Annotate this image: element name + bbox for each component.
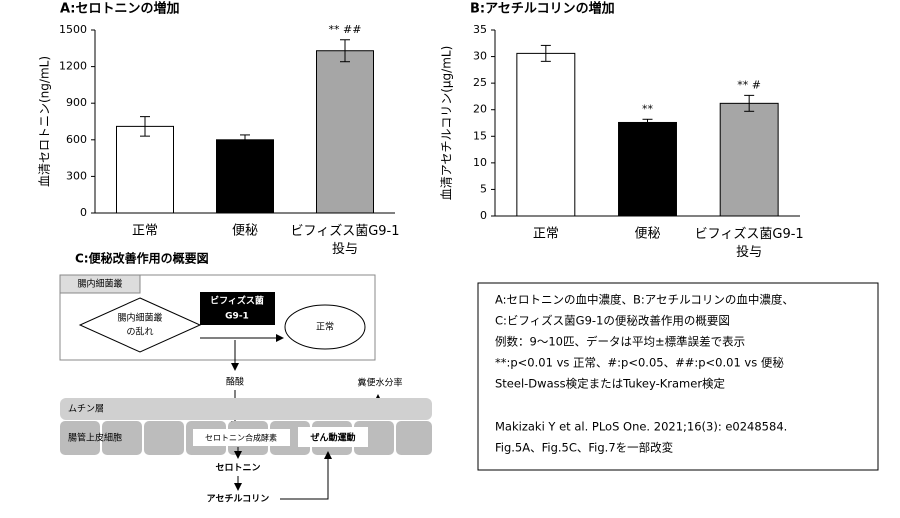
y-tick-label: 0	[480, 209, 487, 222]
caption-box	[477, 282, 879, 471]
disorder-label: 腸内細菌叢	[117, 312, 162, 324]
probiotic-label: G9-1	[225, 312, 249, 322]
chart-title: A:セロトニンの増加	[60, 1, 180, 17]
x-tick-label: ビフィズス菌G9-1 投与	[290, 223, 399, 257]
bar	[116, 125, 174, 214]
probiotic-box	[200, 292, 275, 325]
enzyme-box	[193, 429, 290, 446]
y-tick-label: 600	[66, 133, 87, 146]
normal-label: 正常	[316, 321, 334, 333]
y-tick-label: 0	[80, 206, 87, 219]
y-tick-label: 300	[66, 169, 87, 182]
x-tick-label: 便秘	[634, 227, 660, 242]
flora-tab	[59, 274, 141, 294]
caption-line: C:ビフィズス菌G9-1の便秘改善作用の概要図	[495, 314, 730, 328]
y-tick-label: 10	[473, 156, 487, 169]
y-tick-label: 20	[473, 103, 487, 116]
mucin-label: ムチン層	[68, 404, 104, 415]
peristalsis-box	[298, 427, 368, 447]
fecal-water-label: 糞便水分率	[357, 377, 402, 389]
y-tick-label: 900	[66, 96, 87, 109]
caption-line: 例数：9～10匹、データは平均±標準誤差で表示	[495, 335, 745, 349]
x-tick-label: ビフィズス菌G9-1 投与	[695, 226, 804, 260]
bar	[719, 102, 779, 217]
bar	[618, 121, 677, 217]
y-tick-label: 30	[473, 50, 487, 63]
caption: A:セロトニンの血中濃度、B:アセチルコリンの血中濃度、 C:ビフィズス菌G9-…	[477, 282, 879, 471]
flora-label: 腸内細菌叢	[77, 278, 122, 290]
probiotic-label: ビフィズス菌	[210, 295, 264, 307]
peristalsis-label: ぜん動運動	[310, 432, 355, 444]
acetylcholine-label: アセチルコリン	[207, 494, 270, 505]
y-axis-label: 血清セロトニン(ng/mL)	[38, 56, 52, 187]
x-tick-label: 正常	[533, 227, 559, 242]
chart-title: B:アセチルコリンの増加	[470, 1, 615, 17]
y-axis-label: 血清アセチルコリン(μg/mL)	[440, 46, 454, 201]
diagram-title: C:便秘改善作用の概要図	[75, 251, 209, 266]
arrow	[280, 451, 332, 500]
caption-line: Steel-Dwass検定またはTukey-Kramer検定	[495, 377, 726, 391]
epithelium-label: 腸管上皮細胞	[68, 432, 122, 444]
x-tick-label: 正常	[132, 224, 158, 239]
enzyme-label: セロトニン合成酵素	[205, 433, 277, 443]
bar	[516, 52, 576, 217]
x-tick-label: 便秘	[232, 224, 258, 239]
significance-label: ** ##	[329, 23, 362, 36]
y-tick-label: 35	[473, 23, 487, 36]
y-tick-label: 25	[473, 76, 487, 89]
mucin-layer	[60, 398, 432, 420]
y-tick-label: 1200	[59, 60, 87, 73]
reference-line: Makizaki Y et al. PLoS One. 2021;16(3): …	[495, 420, 787, 434]
caption-line: A:セロトニンの血中濃度、B:アセチルコリンの血中濃度、	[495, 293, 794, 307]
y-tick-label: 15	[473, 129, 487, 142]
diagram: C:便秘改善作用の概要図 腸内細菌叢 腸内細菌叢 の乱れ ビフィズス菌 G9-1…	[59, 251, 432, 505]
butyrate-label: 酪酸	[226, 376, 244, 388]
bar	[216, 139, 274, 214]
y-tick-label: 5	[480, 182, 487, 195]
significance-label: ** #	[737, 78, 761, 91]
significance-label: **	[642, 102, 654, 115]
bar	[316, 50, 374, 214]
serotonin-label: セロトニン	[215, 463, 260, 474]
y-tick-label: 1500	[59, 23, 87, 36]
caption-line: **:p<0.01 vs 正常、#:p<0.05、##:p<0.01 vs 便秘	[495, 356, 784, 370]
reference-line: Fig.5A、Fig.5C、Fig.7を一部改変	[495, 441, 674, 455]
disorder-label: の乱れ	[126, 327, 153, 338]
disorder-diamond	[78, 297, 202, 353]
normal-ellipse	[284, 304, 366, 350]
